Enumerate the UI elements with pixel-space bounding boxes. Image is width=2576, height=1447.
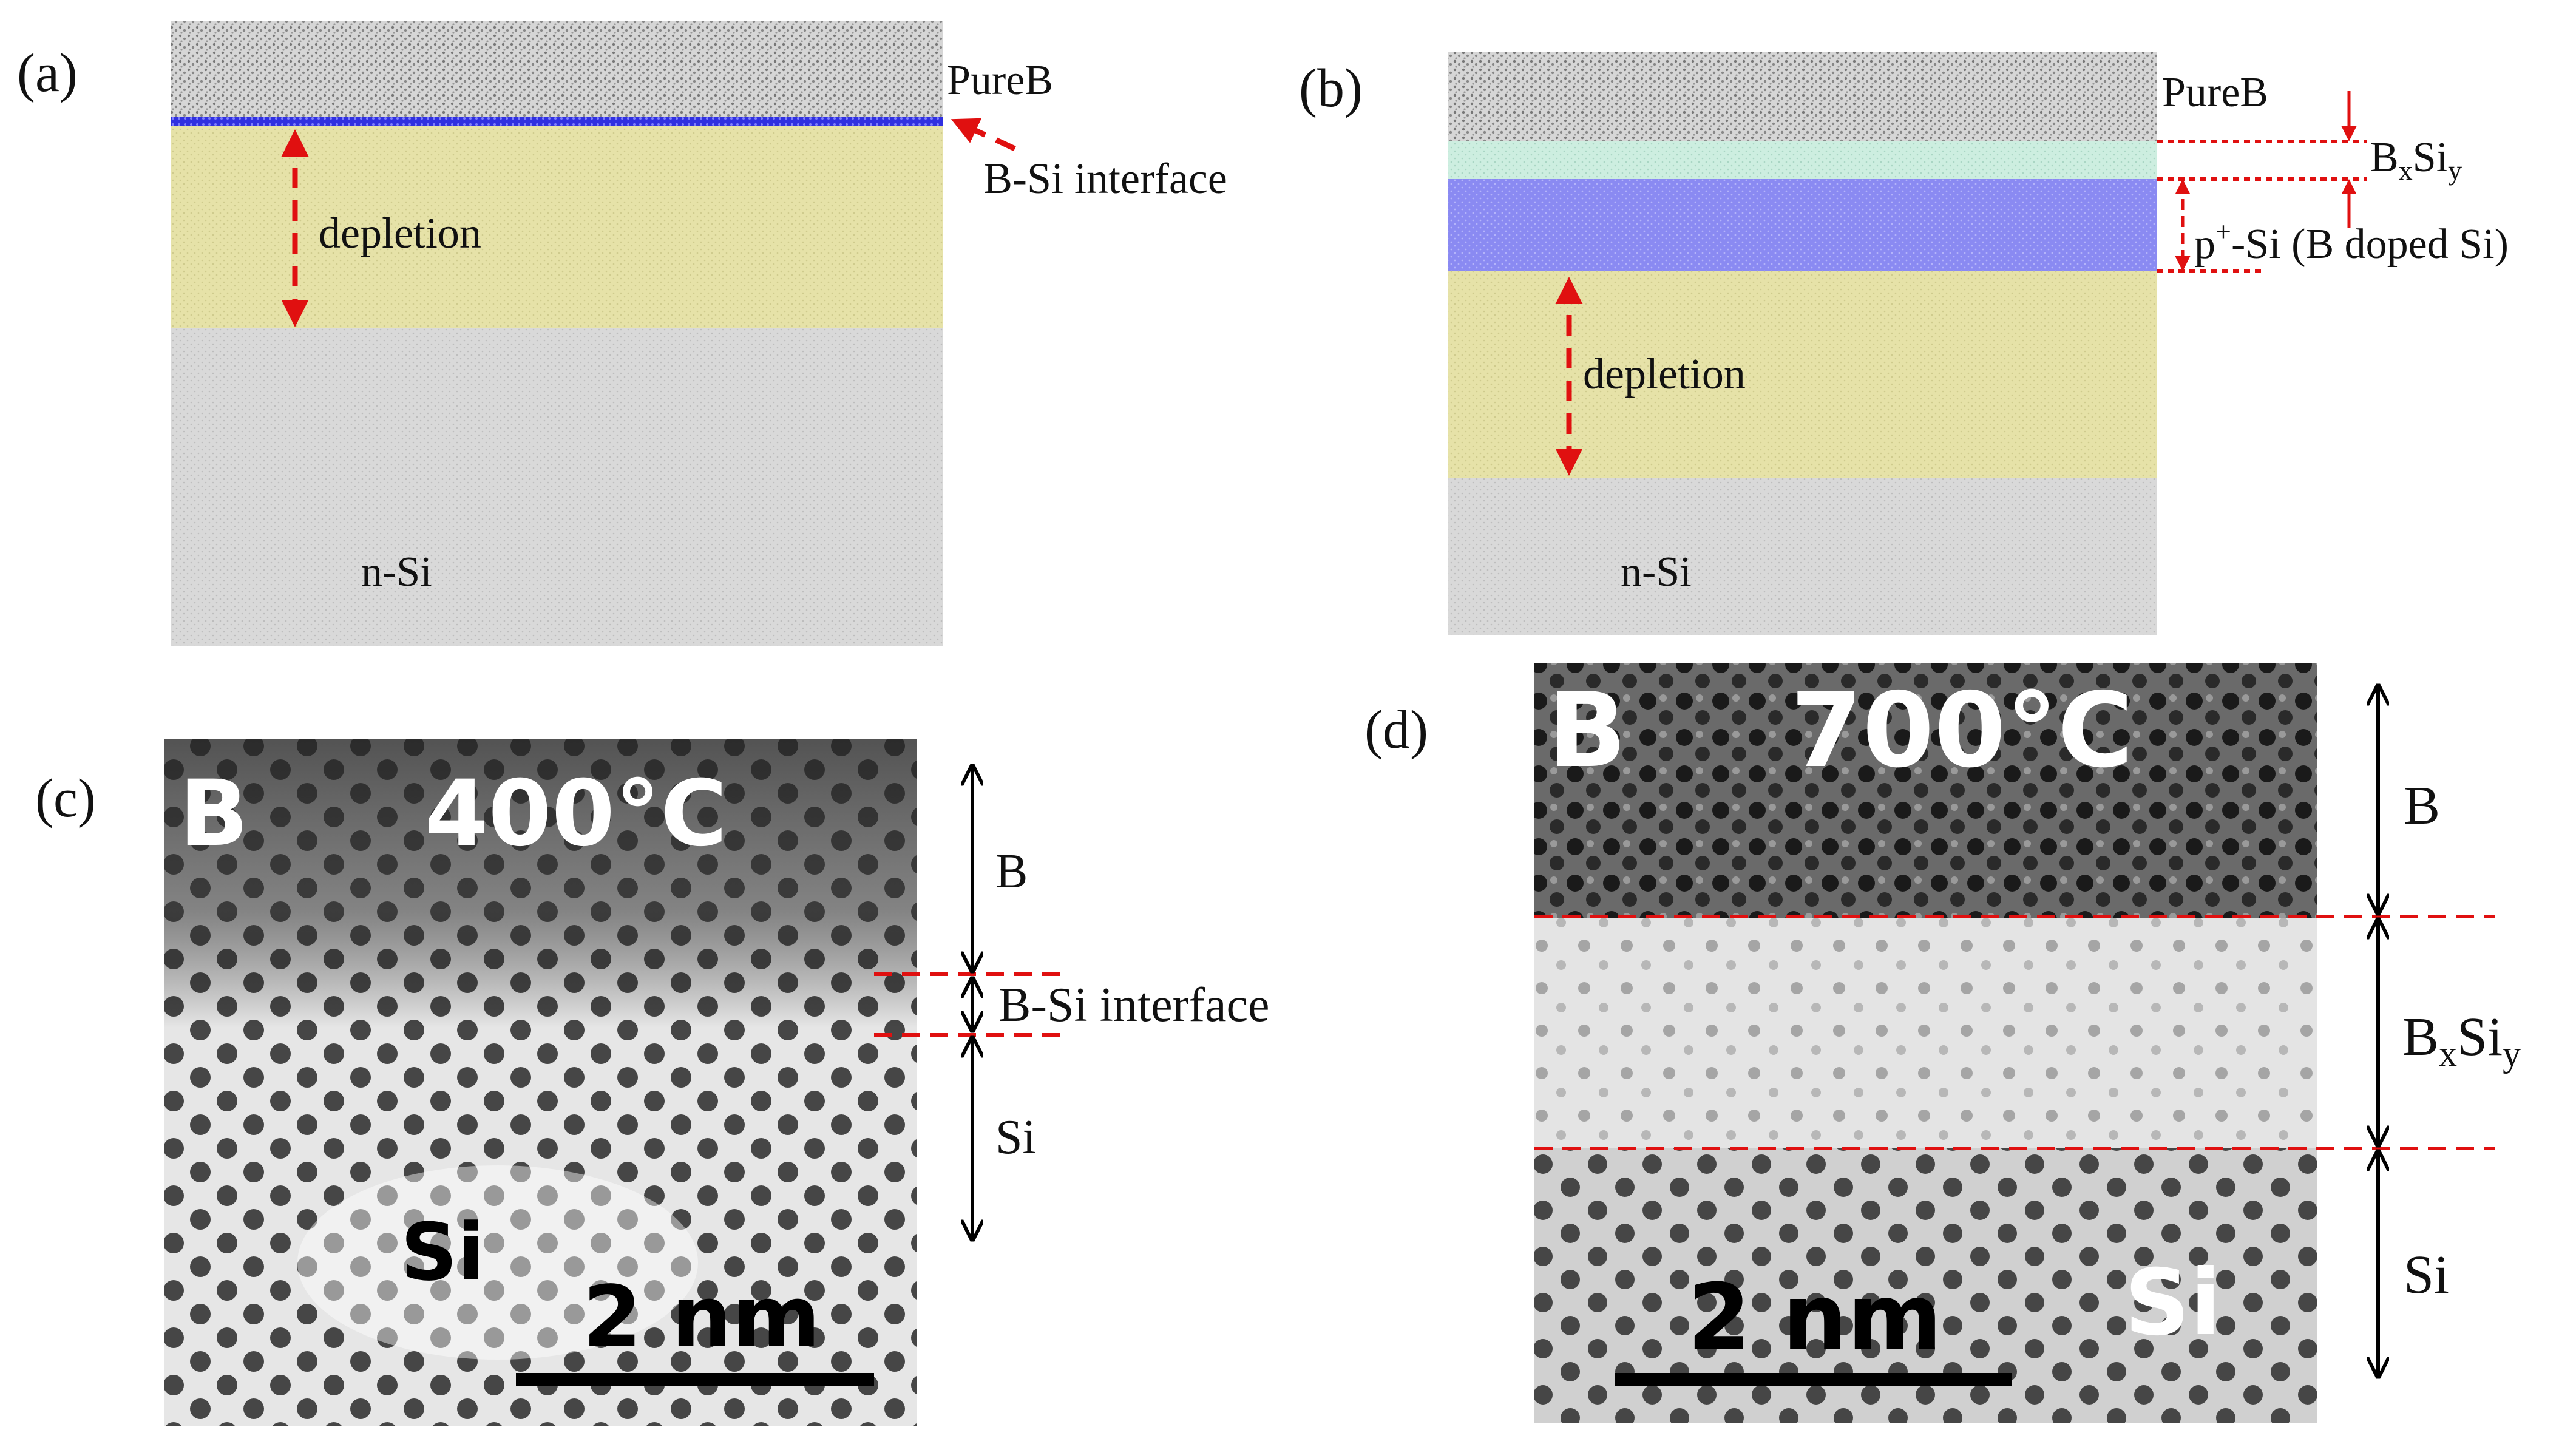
pplus-layer-b [1448,179,2157,271]
tem-d-scale-label: 2 nm [1687,1265,1942,1371]
interface-label-a: B-Si interface [983,154,1227,203]
panel-a: (a) PureB B-Si interface depletion n-Si [17,21,1227,646]
si-label-c: Si [995,1111,1036,1164]
tem-d-si-label: Si [2124,1250,2221,1356]
depletion-label-b: depletion [1583,350,1746,398]
tem-c-element-label: B [179,761,248,867]
panel-b: (b) PureB BxSiy p+-Si (B doped Si) deple… [1299,52,2509,635]
interface-pointer-a [951,118,1016,152]
interface-label-c: B-Si interface [998,978,1269,1032]
interface-layer-a [171,117,943,126]
pureb-layer-a [171,21,943,120]
pplus-label-b: p+-Si (B doped Si) [2194,216,2509,268]
bxsiy-layer-b [1448,141,2157,179]
substrate-label-b: n-Si [1621,549,1692,595]
si-label-d: Si [2404,1245,2449,1305]
tem-image-c [164,739,917,1426]
tem-c-temperature: 400°C [425,761,727,867]
panel-c-tag: (c) [35,768,96,829]
tem-c-scale-bar [516,1373,874,1386]
panel-a-tag: (a) [17,43,78,103]
substrate-layer-a [171,328,943,646]
panel-c: (c) B 400°C Si 2 nm B B-Si interface Si [35,739,1269,1426]
tem-d-element-label: B [1548,671,1627,791]
panel-b-tag: (b) [1299,58,1363,118]
substrate-label-a: n-Si [361,549,432,595]
bxsiy-label-b: BxSiy [2370,134,2462,186]
depletion-layer-a [171,126,943,328]
tem-d-temperature: 700°C [1791,671,2134,791]
depletion-layer-b [1448,271,2157,478]
pureb-layer-b [1448,52,2157,141]
substrate-layer-b [1448,478,2157,635]
tem-c-scale-label: 2 nm [583,1268,821,1367]
tem-c-si-label: Si [401,1206,484,1298]
depletion-label-a: depletion [319,209,481,257]
panel-d-tag: (d) [1364,700,1428,760]
pureb-label-a: PureB [947,57,1053,104]
panel-d: (d) B 700°C Si 2 nm B BxSiy Si [1364,663,2521,1423]
b-label-d: B [2404,776,2440,836]
pureb-label-b: PureB [2162,69,2268,116]
bxsiy-label-d: BxSiy [2402,1007,2521,1074]
tem-d-scale-bar [1615,1373,2012,1386]
b-label-c: B [995,845,1028,898]
